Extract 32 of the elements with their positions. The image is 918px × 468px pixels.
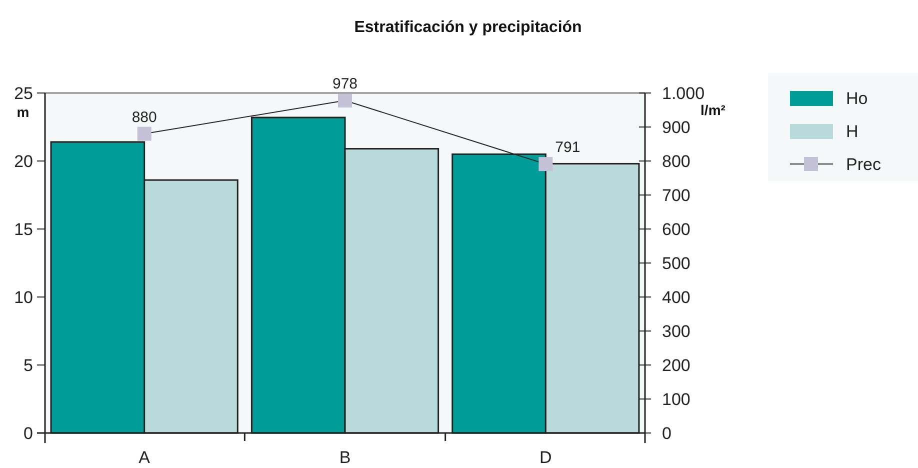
data-label: 978 [332,75,358,92]
legend-label: Prec [846,154,882,174]
x-tick-label: D [540,448,552,467]
y-tick-label: 15 [14,220,33,239]
y2-tick-label: 800 [662,152,690,171]
x-tick-label: B [339,448,351,467]
y2-tick-label: 200 [662,356,690,375]
y2-tick-label: 1.000 [662,84,705,103]
x-tick-label: A [138,448,151,467]
point [137,126,152,141]
text: Ho [846,88,868,108]
y2-tick-label: 900 [662,118,690,137]
y-axis-title: m [16,104,30,120]
y2-tick-label: 0 [662,424,672,443]
y2-tick-label: 600 [662,220,690,239]
chart-title: Estratificación y precipitación [354,19,582,36]
y-tick-label: 25 [14,84,33,103]
y2-axis-title: l/m² [700,102,726,118]
y-tick-label: 0 [24,424,33,443]
legend-label: H [846,122,858,141]
point [338,93,352,108]
y2-tick-label: 300 [662,322,690,341]
point [538,157,553,172]
y-tick-label: 20 [14,152,33,171]
data-label: 880 [132,108,157,126]
y-tick-label: 5 [24,356,33,375]
data-label: 791 [555,139,580,156]
y2-tick-label: 500 [662,254,690,273]
y-tick-label: 10 [14,288,33,307]
y2-tick-label: 100 [662,390,690,409]
y2-tick-label: 400 [662,288,690,307]
y2-tick-label: 700 [662,186,690,205]
